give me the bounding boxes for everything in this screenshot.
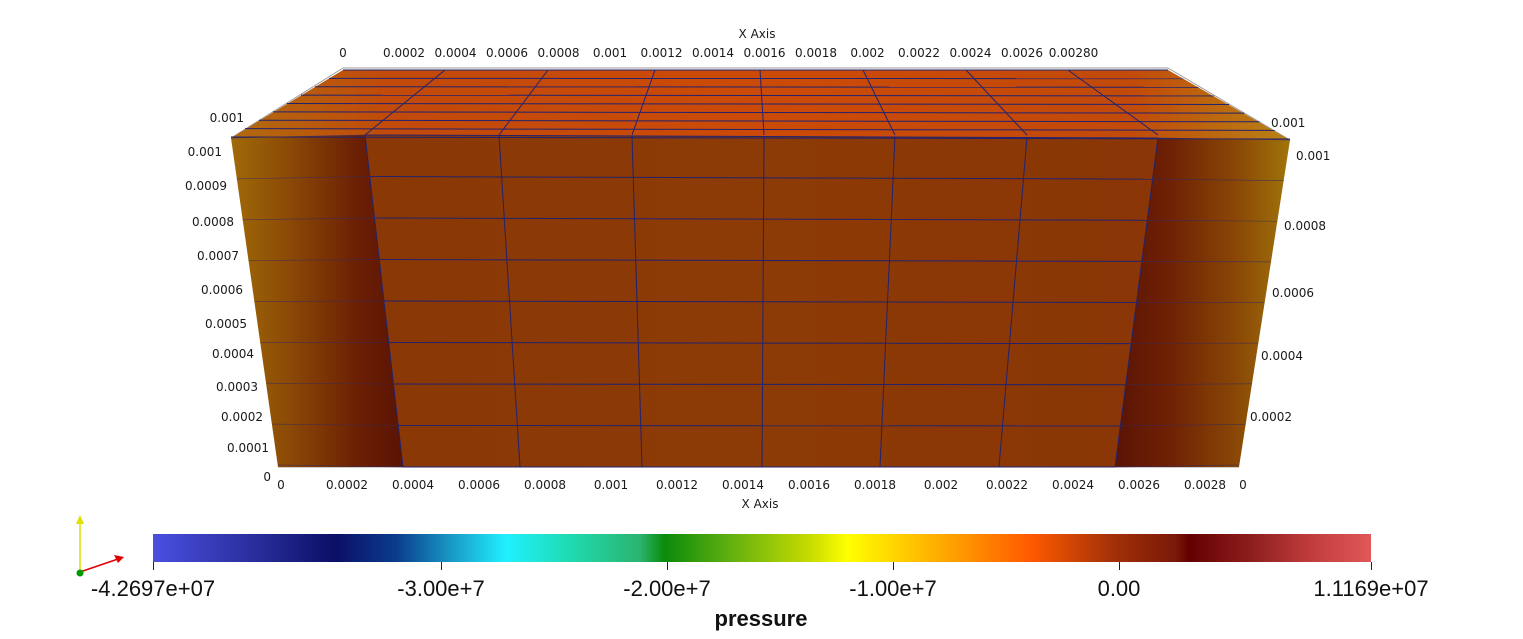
x-axis-arrowhead bbox=[114, 555, 124, 563]
bottom-tick-label: 0.0006 bbox=[458, 478, 500, 492]
right-tick-label: 0.0002 bbox=[1250, 410, 1292, 424]
right-tick-label: 0.0006 bbox=[1272, 286, 1314, 300]
left-tick-label: 0.0009 bbox=[185, 179, 227, 193]
left-tick-label: 0.0002 bbox=[221, 410, 263, 424]
colorbar-tick-label: -3.00e+7 bbox=[397, 576, 485, 601]
colorbar-title: pressure bbox=[714, 606, 808, 631]
left-tick-label: 0.001 bbox=[210, 111, 244, 125]
right-tick-label: 0.0008 bbox=[1284, 219, 1326, 233]
right-tick-label: 0.001 bbox=[1296, 149, 1330, 163]
right-tick-label: 0.0004 bbox=[1261, 349, 1303, 363]
left-tick-label: 0.0003 bbox=[216, 380, 258, 394]
top-tick-label: 0.0002 bbox=[383, 46, 425, 60]
top-tick-label: 0 bbox=[339, 46, 347, 60]
left-tick-label: 0.0004 bbox=[212, 347, 254, 361]
right-tick-label: 0.001 bbox=[1271, 116, 1305, 130]
bottom-tick-label: 0.0018 bbox=[854, 478, 896, 492]
bottom-tick-label: 0.0022 bbox=[986, 478, 1028, 492]
left-tick-label: 0.001 bbox=[188, 145, 222, 159]
colorbar-tickmark bbox=[441, 562, 442, 570]
top-tick-label: 0.0016 bbox=[744, 46, 786, 60]
y-axis-arrowhead bbox=[76, 515, 84, 524]
colorbar-tickmark bbox=[153, 562, 154, 570]
colorbar-tickmark bbox=[1119, 562, 1120, 570]
top-tick-label: 0.0022 bbox=[898, 46, 940, 60]
top-tick-label: 0.0012 bbox=[641, 46, 683, 60]
left-tick-label: 0 bbox=[263, 470, 271, 484]
bottom-tick-label: 0.001 bbox=[594, 478, 628, 492]
bottom-tick-label: 0.0014 bbox=[722, 478, 764, 492]
left-tick-label: 0.0001 bbox=[227, 441, 269, 455]
top-tick-label: 0.001 bbox=[593, 46, 627, 60]
top-tick-label: 0.0008 bbox=[538, 46, 580, 60]
bottom-tick-label: 0.0004 bbox=[392, 478, 434, 492]
orientation-axes-widget bbox=[76, 515, 124, 577]
colorbar-tick-label: -4.2697e+07 bbox=[90, 576, 216, 601]
top-axis-title: X Axis bbox=[739, 27, 776, 41]
colorbar-tick-label: 0.00 bbox=[1097, 576, 1141, 601]
bottom-tick-label: 0.0008 bbox=[524, 478, 566, 492]
top-tick-label: 0.002 bbox=[850, 46, 884, 60]
mesh-edges-sides bbox=[230, 134, 1291, 468]
colorbar-tickmark bbox=[893, 562, 894, 570]
bottom-tick-label: 0.0016 bbox=[788, 478, 830, 492]
top-tick-label: 0.00280 bbox=[1049, 46, 1099, 60]
colorbar-tick-label: -1.00e+7 bbox=[849, 576, 937, 601]
colorbar-tick-label: 1.1169e+07 bbox=[1313, 576, 1429, 601]
top-tick-label: 0.0026 bbox=[1001, 46, 1043, 60]
x-axis-arrow bbox=[79, 558, 119, 573]
left-tick-label: 0.0006 bbox=[201, 283, 243, 297]
top-tick-label: 0.0014 bbox=[692, 46, 734, 60]
bottom-tick-label: 0 bbox=[1239, 478, 1247, 492]
top-tick-label: 0.0024 bbox=[950, 46, 992, 60]
left-axis-ticks: 0.001 0.001 0.0009 0.0008 0.0007 0.0006 0.0005… bbox=[185, 111, 271, 484]
right-axis-ticks: 0.001 0.001 0.0008 0.0006 0.0004 0.0002 bbox=[1250, 116, 1330, 424]
left-tick-label: 0.0007 bbox=[197, 249, 239, 263]
left-tick-label: 0.0005 bbox=[205, 317, 247, 331]
z-axis-dot bbox=[76, 569, 84, 577]
colorbar-tickmark bbox=[1371, 562, 1372, 570]
bottom-tick-label: 0.002 bbox=[924, 478, 958, 492]
bottom-axis-ticks: 0 0.0002 0.0004 0.0006 0.0008 0.001 0.0012 0.00… bbox=[277, 478, 1247, 492]
bottom-tick-label: 0.0002 bbox=[326, 478, 368, 492]
top-axis-ticks: 0 0.0002 0.0004 0.0006 0.0008 0.001 0.0012 0.00… bbox=[339, 46, 1098, 60]
top-tick-label: 0.0018 bbox=[795, 46, 837, 60]
pressure-colorbar bbox=[153, 534, 1371, 562]
bottom-axis-title: X Axis bbox=[742, 497, 779, 511]
bottom-tick-label: 0.0012 bbox=[656, 478, 698, 492]
top-tick-label: 0.0006 bbox=[486, 46, 528, 60]
colorbar-tick-label: -2.00e+7 bbox=[623, 576, 711, 601]
bottom-tick-label: 0 bbox=[277, 478, 285, 492]
bottom-tick-label: 0.0028 bbox=[1184, 478, 1226, 492]
bottom-tick-label: 0.0024 bbox=[1052, 478, 1094, 492]
left-tick-label: 0.0008 bbox=[192, 215, 234, 229]
bottom-tick-label: 0.0026 bbox=[1118, 478, 1160, 492]
top-tick-label: 0.0004 bbox=[435, 46, 477, 60]
colorbar-tickmark bbox=[667, 562, 668, 570]
